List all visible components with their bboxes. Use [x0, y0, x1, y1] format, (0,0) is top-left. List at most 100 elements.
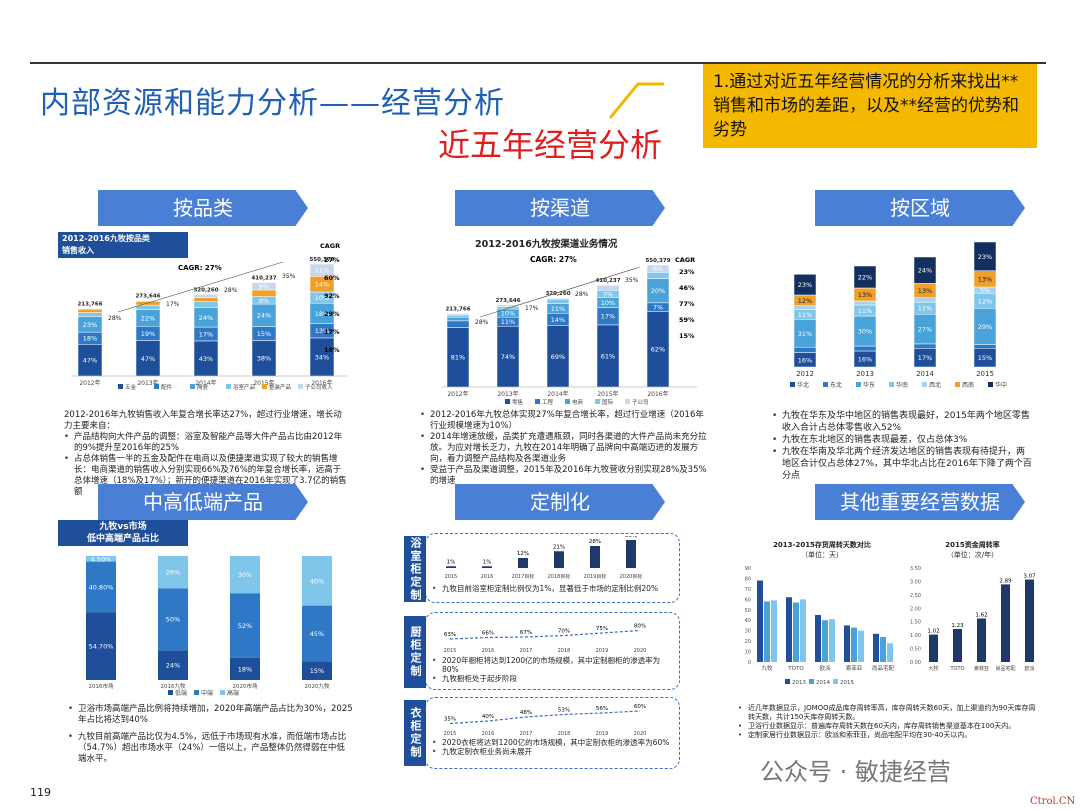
cagr-arrow — [117, 261, 284, 313]
segment-label: 10% — [501, 310, 515, 318]
product-chart-title: 2012-2016九牧按品类 销售收入 — [58, 232, 188, 258]
y-tick-label: 3.00 — [910, 579, 921, 585]
other-chart1-title: 2013-2015存货周转天数对比 — [773, 541, 871, 549]
y-tick-label: 2.00 — [910, 606, 921, 612]
other-bullet: 卫浴行业数据显示：普遍库存周转天数在60天内，库存周转销售渠道基本在100天内。 — [738, 722, 1038, 731]
other-bullet: 定制家居行业数据显示：欧派和索菲亚，尚品宅配平均在30-40天以内。 — [738, 731, 1038, 740]
legend-swatch — [785, 679, 790, 684]
legend-swatch — [194, 690, 199, 695]
product-intro: 2012-2016年九牧销售收入年复合增长率达27%，超过行业增速，增长动力主要… — [64, 410, 342, 431]
trend-line — [449, 629, 641, 640]
segment-label: 17% — [601, 313, 615, 321]
tier-chart-title: 九牧vs市场 低中高端产品占比 — [58, 520, 188, 546]
segment-label: 47% — [83, 357, 97, 365]
bar-segment — [646, 272, 670, 279]
banner-product: 按品类 — [98, 190, 308, 226]
y-tick-label: 0.50 — [910, 647, 921, 653]
y-tick-label: 90 — [745, 566, 751, 572]
bar — [1001, 584, 1010, 662]
legend-label: 2013 — [792, 680, 806, 686]
bar-segment — [158, 556, 188, 589]
bar-segment — [77, 308, 103, 310]
segment-label: 24% — [257, 312, 271, 320]
x-tick-label: 索菲亚 — [974, 665, 989, 672]
segment-label: 43% — [199, 355, 213, 363]
legend-label: 华东 — [863, 381, 875, 389]
x-tick-label: 2017目标 — [512, 573, 535, 580]
x-tick-label: 2012年 — [79, 379, 100, 387]
bar-segment — [230, 556, 260, 594]
segment-label: 7% — [653, 304, 663, 312]
channel-stacked-bar-chart: 81%213,7662012年74%11%10%273,6462013年69%1… — [441, 255, 697, 406]
total-label: 320,260 — [193, 287, 218, 293]
x-tick-label: 2015 — [976, 370, 994, 378]
cagr-value: 17% — [324, 328, 340, 336]
y-tick-label: 50 — [745, 608, 751, 614]
bar — [626, 540, 636, 568]
value-label: 67% — [520, 630, 532, 636]
bar — [446, 566, 456, 568]
segment-label: 19% — [141, 330, 155, 338]
bar — [887, 643, 893, 662]
x-tick-label: 九牧 — [928, 665, 938, 672]
y-tick-label: 10 — [745, 650, 751, 656]
segment-label: 24% — [918, 267, 932, 275]
bar — [786, 597, 792, 662]
cagr-head: CAGR — [675, 256, 695, 264]
value-label: 2.89 — [999, 578, 1012, 584]
total-label: 273,646 — [495, 298, 520, 304]
y-tick-label: 20 — [745, 639, 751, 645]
segment-label: 4.50% — [91, 555, 112, 563]
custom-tab-kitchen: 厨柜定制 — [404, 616, 426, 688]
segment-label: 8% — [259, 283, 269, 291]
bar-segment — [793, 305, 817, 310]
legend-swatch — [889, 382, 894, 387]
x-tick-label: TOTO — [950, 666, 965, 672]
value-label: 40% — [482, 714, 494, 720]
segment-label: 5% — [980, 287, 990, 295]
x-tick-label: 2017 — [520, 648, 533, 654]
tier-stacked-bar-chart: 54.70% 40.80% 4.50% 2016市场 24% 50% 26% 2016九牧 18… — [86, 555, 332, 697]
cagr-value: 18% — [324, 346, 340, 354]
y-tick-label: 0.00 — [910, 660, 921, 666]
total-label: 550,379 — [309, 257, 334, 263]
bar — [518, 558, 528, 568]
x-tick-label: 2015 — [445, 574, 458, 580]
x-tick-label: 2016 — [482, 731, 495, 737]
region-stacked-bar-chart: 16% 31% 11% 12% 23% 2012 16% 30% 11% 13% 22% 2013 17… — [790, 241, 1007, 389]
bar-segment — [135, 304, 161, 310]
x-tick-label: 2013 — [856, 370, 874, 378]
banner-region: 按区域 — [815, 190, 1025, 226]
segment-label: 62% — [651, 346, 665, 354]
channel-chart-panel: 2012-2016九牧按渠道业务情况 81% 213,766 2012年 74% 11%… — [425, 232, 710, 412]
bar — [977, 618, 986, 662]
segment-label: 23% — [83, 321, 97, 329]
bar-segment — [230, 657, 260, 680]
legend-label: 东北 — [830, 381, 842, 389]
x-tick-label: 2015年 — [253, 379, 274, 387]
region-bullet: 九牧在华东及华中地区的销售表现最好，2015年两个地区零售收入合计占总体零售收入… — [772, 410, 1032, 434]
bar-segment — [302, 556, 332, 606]
segment-label: 12% — [978, 297, 992, 305]
legend-label: 浴室产品 — [233, 383, 256, 391]
bar-segment — [302, 661, 332, 680]
value-label: 36% — [625, 536, 637, 539]
cagr-value: 59% — [679, 316, 695, 324]
segment-label: 18% — [238, 665, 252, 673]
segment-label: 8% — [259, 297, 269, 305]
x-tick-label: 2016 — [481, 574, 494, 580]
value-label: 21% — [553, 544, 565, 550]
segment-label: 30% — [858, 328, 872, 336]
legend-label: 陶瓷 — [197, 383, 209, 391]
bar — [880, 636, 886, 662]
bar-segment — [913, 343, 937, 349]
product-chart-panel: 2012-2016九牧按品类 销售收入 47% 18% 23% 213,766 2012… — [58, 232, 348, 412]
bar-segment — [853, 300, 877, 306]
x-tick-label: 2013年 — [137, 379, 158, 387]
bar-segment — [230, 593, 260, 658]
x-tick-label: 2012 — [796, 370, 814, 378]
bar — [873, 633, 879, 662]
cagr-value: 77% — [679, 300, 695, 308]
y-tick-label: 30 — [745, 629, 751, 635]
legend-swatch — [625, 399, 630, 404]
